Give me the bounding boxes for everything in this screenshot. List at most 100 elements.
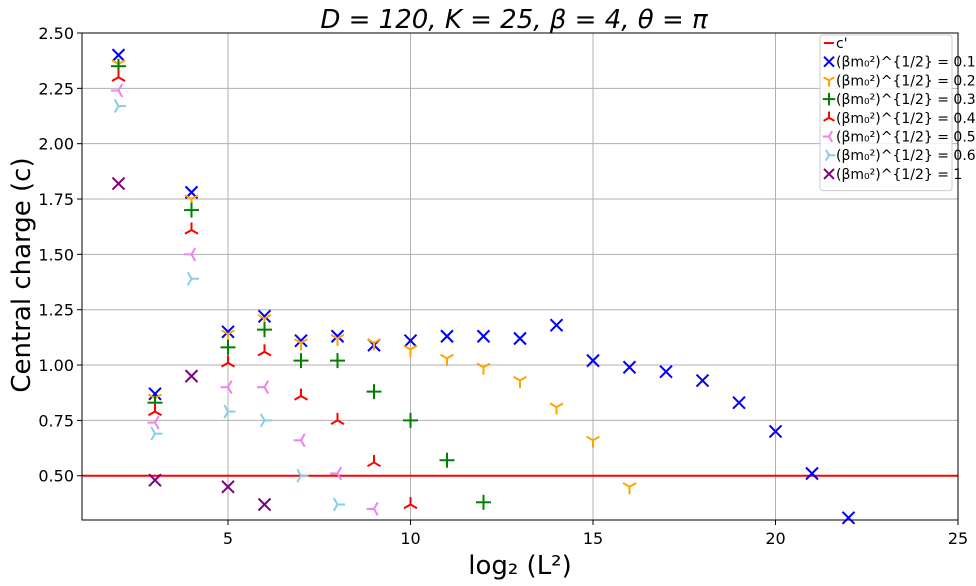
data-point bbox=[841, 511, 856, 525]
data-point bbox=[220, 339, 236, 355]
series-4 bbox=[111, 69, 418, 510]
data-point bbox=[330, 353, 345, 369]
data-point bbox=[293, 353, 309, 369]
legend-swatch bbox=[823, 111, 835, 122]
ticks: 5 10 15 20 25 0.50 0.75 1.00 1.25 1.50 1.75 2.00 2.2… bbox=[38, 24, 968, 548]
legend-label: (βm₀²)^{1/2} = 1 bbox=[836, 167, 962, 183]
data-point bbox=[768, 424, 783, 439]
data-point bbox=[586, 435, 600, 448]
data-point bbox=[221, 480, 235, 494]
data-point bbox=[549, 402, 564, 415]
data-point bbox=[221, 355, 235, 368]
series-5 bbox=[111, 83, 379, 516]
data-point bbox=[186, 271, 199, 286]
data-point bbox=[332, 497, 345, 512]
data-point bbox=[366, 384, 382, 400]
data-point bbox=[476, 362, 491, 375]
data-point bbox=[293, 433, 306, 448]
data-point bbox=[440, 329, 454, 343]
x-tick-label: 5 bbox=[223, 529, 233, 548]
y-tick-label: 0.75 bbox=[38, 411, 74, 430]
data-point bbox=[294, 333, 308, 348]
series-7 bbox=[111, 176, 272, 512]
data-point bbox=[403, 412, 418, 428]
data-point bbox=[622, 482, 637, 495]
data-point bbox=[805, 466, 819, 481]
data-point bbox=[184, 369, 199, 383]
x-tick-label: 10 bbox=[400, 529, 420, 548]
data-point bbox=[476, 329, 491, 343]
data-point bbox=[296, 468, 309, 483]
data-point bbox=[257, 344, 272, 357]
y-tick-label: 2.50 bbox=[38, 24, 74, 43]
data-point bbox=[223, 404, 236, 419]
legend-swatch bbox=[822, 130, 833, 143]
data-point bbox=[148, 473, 162, 487]
y-tick-label: 1.75 bbox=[38, 190, 74, 209]
data-point bbox=[259, 413, 272, 428]
data-point bbox=[330, 329, 345, 343]
data-point bbox=[184, 222, 199, 235]
data-point bbox=[732, 395, 746, 410]
data-point bbox=[330, 333, 345, 346]
data-point bbox=[440, 353, 454, 366]
data-point bbox=[294, 338, 308, 351]
x-tick-label: 25 bbox=[948, 529, 968, 548]
data-point bbox=[113, 99, 126, 114]
legend-label: c' bbox=[836, 36, 848, 52]
data-point bbox=[148, 404, 162, 417]
data-point bbox=[513, 331, 527, 346]
data-point bbox=[367, 454, 381, 468]
data-point bbox=[586, 353, 600, 368]
data-point bbox=[476, 494, 491, 510]
legend-box bbox=[819, 34, 953, 192]
data-point bbox=[403, 344, 418, 358]
data-point bbox=[220, 380, 233, 395]
data-point bbox=[184, 202, 199, 218]
x-tick-label: 15 bbox=[583, 529, 603, 548]
y-tick-label: 1.00 bbox=[38, 356, 74, 375]
data-point bbox=[659, 364, 673, 379]
data-point bbox=[111, 83, 124, 98]
data-marks bbox=[111, 48, 856, 525]
series-6 bbox=[113, 99, 345, 512]
legend: c' (βm₀²)^{1/2} = 0.15 (βm₀²)^{1/2} = 0.2 (… bbox=[819, 34, 976, 192]
data-point bbox=[257, 380, 270, 395]
legend-swatch bbox=[823, 168, 835, 180]
data-point bbox=[330, 466, 343, 481]
data-point bbox=[366, 501, 379, 516]
legend-swatch bbox=[825, 149, 836, 162]
data-point bbox=[367, 338, 381, 351]
data-point bbox=[147, 415, 160, 430]
data-point bbox=[150, 426, 163, 441]
data-point bbox=[257, 309, 272, 324]
data-point bbox=[403, 497, 418, 510]
data-point bbox=[111, 69, 126, 82]
data-point bbox=[221, 325, 235, 339]
data-point bbox=[294, 388, 308, 401]
data-point bbox=[439, 452, 455, 468]
legend-swatch bbox=[822, 92, 836, 106]
legend-label: (βm₀²)^{1/2} = 0.15 bbox=[836, 55, 976, 71]
legend-label: (βm₀²)^{1/2} = 0.3 bbox=[836, 92, 976, 108]
y-tick-label: 2.25 bbox=[38, 79, 74, 98]
legend-label: (βm₀²)^{1/2} = 0.4 bbox=[836, 111, 976, 127]
data-point bbox=[184, 247, 197, 262]
y-tick-label: 1.25 bbox=[38, 301, 74, 320]
x-tick-label: 20 bbox=[765, 529, 785, 548]
legend-label: (βm₀²)^{1/2} = 0.6 bbox=[836, 148, 976, 164]
legend-label: (βm₀²)^{1/2} = 0.2 bbox=[836, 73, 976, 89]
legend-swatch bbox=[823, 55, 835, 68]
data-point bbox=[257, 497, 272, 512]
legend-label: (βm₀²)^{1/2} = 0.5 bbox=[836, 130, 976, 146]
data-point bbox=[148, 387, 162, 401]
data-point bbox=[622, 360, 637, 374]
data-point bbox=[403, 333, 418, 348]
data-point bbox=[549, 318, 564, 332]
data-point bbox=[257, 322, 272, 338]
data-point bbox=[513, 375, 527, 389]
data-point bbox=[111, 176, 126, 191]
data-point bbox=[111, 48, 126, 62]
